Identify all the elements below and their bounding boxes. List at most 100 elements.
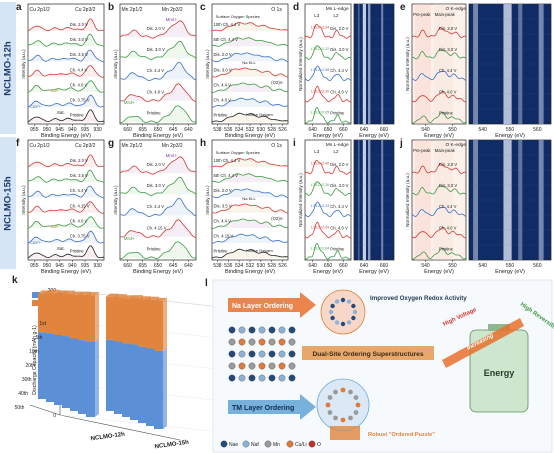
spectrum-trace-d-0 <box>304 23 352 39</box>
bar-side-0-0-1 <box>95 292 99 342</box>
crystal-atom-2-2 <box>248 350 256 358</box>
bar-front-1-1-1 <box>146 299 155 349</box>
bar-front-1-6-0 <box>106 339 115 411</box>
spectrum-trace-c-6 <box>211 112 289 123</box>
dual-site-label: Dual-Site Ordering Superstructures <box>312 351 423 358</box>
ratio-label-d-1: L3/L2=2.22 <box>311 47 329 51</box>
state-label-h-6: Pristine <box>214 249 229 254</box>
atom-legend-label-2: Mn <box>273 442 280 448</box>
robust-label: Robust "Ordered Puzzle" <box>368 432 435 438</box>
xtick-label-f-3: 940 <box>68 263 77 269</box>
map-em: 540 550 560 Energy (eV) <box>468 3 552 139</box>
crystal-atom-3-1 <box>238 362 246 370</box>
state-label-h-0: 10th Ch. 4.4 V <box>214 158 241 163</box>
state-label-e-4: Pristine <box>439 111 454 116</box>
bar-front-0-0-0 <box>86 342 95 417</box>
bar-front-1-5-1 <box>114 297 123 342</box>
xtick-label-h-1: 536 <box>224 263 233 269</box>
peak-tag-e-1: Pre-peak <box>413 12 431 17</box>
spectrum-trace-b-4 <box>119 105 197 124</box>
ylabel-e: Normalized Intensity (a.u.) <box>405 37 410 91</box>
spectrum-trace-b-1 <box>119 40 197 60</box>
crystal-atom-2-3 <box>258 350 266 358</box>
state-label-j-1: Dis. 3.0 V <box>439 183 457 188</box>
xtick-label-j-1: 550 <box>448 263 457 269</box>
state-label-b-3: Ch. 4.0 V <box>147 89 165 94</box>
na-zoom-atom-1 <box>351 315 356 321</box>
state-label-a-0: Dis. 2.0 V <box>70 22 88 27</box>
spectrum-trace-h-4 <box>211 218 289 229</box>
spectrum-fill-b-0 <box>120 20 196 39</box>
panel-letter-c: c <box>200 2 206 13</box>
category-label-1: NCLMO-15h <box>154 440 189 451</box>
atom-legend-label-3: Cu/Li <box>295 442 307 448</box>
shade-band-e-0 <box>414 4 431 124</box>
na-zoom-atom-9 <box>340 297 346 303</box>
spectrum-trace-f-4 <box>27 216 105 229</box>
spectrum-fill-b-3 <box>120 83 196 102</box>
state-label-i-4: Pristine <box>330 247 345 252</box>
state-label-d-3: Ch. 4.0 V <box>330 89 348 94</box>
state-label-c-4: Ch. 4.4 V <box>214 82 232 87</box>
spectrum-trace-c-1 <box>211 37 289 47</box>
spectrum-trace-d-4 <box>304 107 352 124</box>
spectrum-trace-c-4 <box>211 82 289 93</box>
ylabel-c: Intensity (a.u.) <box>205 49 210 79</box>
state-label-a-3: Ch. 4.4 V <box>70 67 88 72</box>
spectrum-fill-f-4 <box>28 216 104 229</box>
xtick-label-b-4: 640 <box>184 127 193 133</box>
cycle-label-3: 20th <box>25 363 35 369</box>
peak-tag-e-0: O K-edge <box>445 6 466 12</box>
legend-swatch-0 <box>32 292 40 298</box>
cycle-label-6: 50th <box>15 405 25 411</box>
crystal-atom-2-1 <box>238 350 246 358</box>
plot-frame-c <box>211 3 289 125</box>
z-tick-0: 0 <box>53 413 56 419</box>
spectrum-trace-e-3 <box>411 91 467 103</box>
xtick-label-f-4: 935 <box>81 263 90 269</box>
panel-c: c 10th Ch. 4.4 V 5th Ch. 4.4 V Dis. 2.0 V Di… <box>200 2 289 139</box>
ratio-label-i-4: L3/L2=2.04 <box>311 247 329 251</box>
state-label-h-2: Dis. 2.0 V <box>214 188 232 193</box>
state-label-c-6: Pristine <box>214 113 229 118</box>
state-label-a-5: Ch. 3.75 V <box>70 98 90 103</box>
spectrum-fill-c-6 <box>212 113 288 123</box>
map-xlabel-em: Energy (eV) <box>495 133 525 139</box>
peak-tag-a-4: Cu+ <box>51 88 60 93</box>
xtick-label-h-5: 528 <box>268 263 277 269</box>
ylabel-j: Normalized Intensity (a.u.) <box>405 173 410 227</box>
tm-zoom-atom-1 <box>353 410 359 415</box>
xtick-label-c-1: 536 <box>224 127 233 133</box>
panel-h: h 10th Ch. 4.4 V 5th Ch. 4.4 V Dis. 2.0 V Di… <box>200 138 289 275</box>
ylabel-g: Intensity (a.u.) <box>113 185 118 215</box>
spectrum-fill-b-2 <box>120 62 196 81</box>
state-label-f-4: Ch. 4.0 V <box>70 218 88 223</box>
spectrum-trace-h-2 <box>211 188 289 199</box>
xtick-label-f-5: 930 <box>93 263 102 269</box>
xtick-label-g-2: 650 <box>154 263 163 269</box>
crystal-atom-4-0 <box>228 374 236 382</box>
panel-letter-f: f <box>16 138 20 149</box>
peak-tag-d-1: L3 <box>314 13 320 18</box>
panel-letter-h: h <box>200 138 206 149</box>
crystal-atom-0-0 <box>228 326 236 334</box>
xtick-label-d-0: 640 <box>308 127 317 133</box>
xlabel-i: Energy (eV) <box>313 269 343 275</box>
panel-letter-l: l <box>205 278 208 289</box>
peak-tag-b-2: Mn4+ <box>166 17 178 22</box>
spectrum-trace-a-4 <box>27 80 105 93</box>
crystal-atom-1-2 <box>248 338 256 346</box>
xlabel-c: Binding Energy (eV) <box>225 133 275 139</box>
plot-frame-h <box>211 139 289 261</box>
crystal-atom-0-6 <box>288 326 296 334</box>
xtick-label-g-1: 655 <box>139 263 148 269</box>
state-label-a-4: Ch. 4.0 V <box>70 82 88 87</box>
peak-tag-c-2: (O2)n- <box>271 80 284 85</box>
panel-letter-i: i <box>293 138 296 149</box>
spectrum-trace-f-3 <box>27 201 105 214</box>
spectrum-trace-e-4 <box>411 111 467 124</box>
ylabel-f: Intensity (a.u.) <box>21 185 26 215</box>
bar-front-1-0-0 <box>154 350 163 429</box>
